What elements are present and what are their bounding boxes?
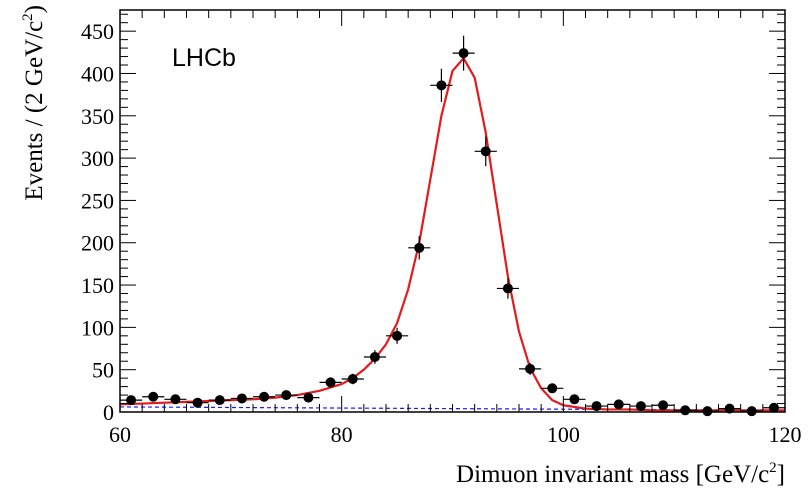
data-point <box>563 394 586 405</box>
data-marker <box>768 402 779 413</box>
data-marker <box>547 383 558 394</box>
x-tick-label: 100 <box>547 422 580 447</box>
data-marker <box>392 330 403 341</box>
data-point <box>120 395 143 406</box>
data-marker <box>680 405 691 416</box>
data-marker <box>281 390 292 401</box>
x-axis-title-superscript: 2 <box>769 460 777 476</box>
data-point <box>275 390 298 401</box>
y-tick-label: 250 <box>81 188 114 213</box>
y-tick-label: 300 <box>81 146 114 171</box>
data-marker <box>591 401 602 412</box>
data-marker <box>214 395 225 406</box>
y-tick-label: 200 <box>81 231 114 256</box>
y-axis-title-end: ) <box>21 5 48 13</box>
data-point <box>629 401 652 412</box>
data-marker <box>658 400 669 411</box>
y-axis-title-superscript: 2 <box>20 13 36 21</box>
data-marker <box>369 351 380 362</box>
data-point <box>496 278 519 299</box>
y-tick-label: 350 <box>81 104 114 129</box>
data-marker <box>414 242 425 253</box>
data-point <box>408 236 431 260</box>
data-marker <box>635 401 646 412</box>
data-points-layer <box>120 35 785 417</box>
y-axis-title: Events / (2 GeV/c2) <box>20 5 48 201</box>
data-marker <box>613 399 624 410</box>
data-point <box>696 406 719 417</box>
y-tick-label: 450 <box>81 19 114 44</box>
data-marker <box>126 395 137 406</box>
data-point <box>519 362 542 375</box>
x-tick-label: 80 <box>331 422 353 447</box>
data-marker <box>480 146 491 157</box>
data-point <box>474 136 497 167</box>
y-axis-title-main: Events / (2 GeV/c <box>21 21 48 201</box>
data-point <box>142 391 165 402</box>
data-point <box>230 393 253 404</box>
y-tick-label: 400 <box>81 61 114 86</box>
data-marker <box>192 397 203 408</box>
data-marker <box>502 283 513 294</box>
data-marker <box>702 406 713 417</box>
axes-layer: 60 80 100 120 0 50 100 150 200 250 300 350 400 450 <box>81 9 802 447</box>
data-point <box>297 392 320 403</box>
data-marker <box>724 403 735 414</box>
data-point <box>430 68 453 102</box>
data-point <box>164 394 187 405</box>
data-marker <box>148 391 159 402</box>
data-point <box>341 373 364 385</box>
data-marker <box>458 48 469 59</box>
x-axis-title-main: Dimuon invariant mass [GeV/c <box>456 461 769 488</box>
x-axis-title-end: ] <box>777 461 785 488</box>
data-marker <box>236 393 247 404</box>
data-marker <box>303 392 314 403</box>
data-point <box>585 401 608 412</box>
data-marker <box>347 373 358 384</box>
data-point <box>652 400 675 411</box>
data-point <box>186 397 209 408</box>
data-point <box>319 377 342 388</box>
data-point <box>607 399 630 410</box>
data-point <box>208 395 231 406</box>
data-marker <box>436 80 447 91</box>
data-marker <box>746 406 757 417</box>
x-axis-title: Dimuon invariant mass [GeV/c2] <box>456 460 785 488</box>
y-tick-label: 150 <box>81 273 114 298</box>
x-tick-label: 60 <box>109 422 131 447</box>
data-point <box>541 383 564 394</box>
data-marker <box>170 394 181 405</box>
data-marker <box>325 377 336 388</box>
data-marker <box>569 394 580 405</box>
y-tick-label: 0 <box>103 400 114 425</box>
data-point <box>363 350 386 364</box>
x-tick-label: 120 <box>769 422 802 447</box>
data-marker <box>259 391 270 402</box>
experiment-label: LHCb <box>172 44 236 72</box>
data-point <box>253 391 276 402</box>
y-tick-label: 50 <box>92 358 114 383</box>
data-point <box>674 405 697 416</box>
data-point <box>718 403 741 414</box>
data-marker <box>525 363 536 374</box>
data-point <box>386 327 409 344</box>
y-tick-label: 100 <box>81 315 114 340</box>
data-point <box>452 35 475 71</box>
data-point <box>762 402 785 413</box>
